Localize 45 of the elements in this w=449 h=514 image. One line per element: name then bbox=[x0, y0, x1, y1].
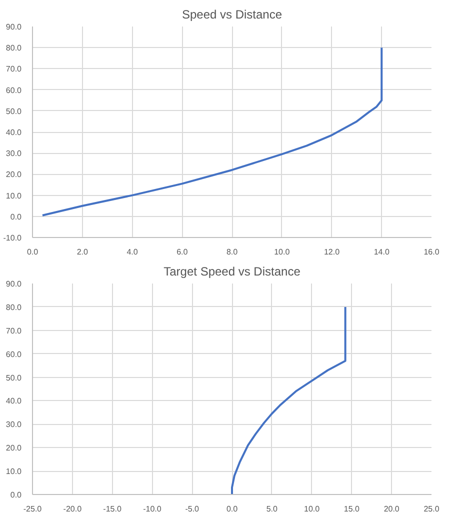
y-tick-label: 90.0 bbox=[6, 280, 22, 288]
chart-title: Speed vs Distance bbox=[182, 8, 282, 22]
x-tick-label: -20.0 bbox=[63, 504, 82, 514]
line-series bbox=[231, 306, 346, 494]
x-tick-label: 4.0 bbox=[126, 248, 138, 256]
x-tick-label: 16.0 bbox=[424, 248, 440, 256]
x-tick-label: 0.0 bbox=[226, 504, 238, 514]
y-tick-label: 60.0 bbox=[6, 350, 22, 359]
x-tick-label: 12.0 bbox=[324, 248, 340, 256]
y-tick-label: 90.0 bbox=[6, 22, 22, 32]
y-tick-label: 30.0 bbox=[6, 420, 22, 430]
x-tick-label: -25.0 bbox=[23, 504, 42, 514]
y-tick-label: 50.0 bbox=[6, 373, 22, 382]
y-tick-label: 70.0 bbox=[6, 64, 22, 74]
y-tick-label: 20.0 bbox=[6, 170, 22, 180]
y-tick-label: 20.0 bbox=[6, 444, 22, 453]
x-tick-label: 20.0 bbox=[384, 504, 400, 514]
y-tick-label: 60.0 bbox=[6, 86, 22, 95]
x-tick-label: 6.0 bbox=[176, 248, 188, 256]
y-tick-label: 0.0 bbox=[10, 212, 22, 222]
y-tick-label: -10.0 bbox=[3, 234, 22, 242]
x-tick-label: 10.0 bbox=[304, 504, 320, 514]
y-tick-label: 10.0 bbox=[6, 467, 22, 476]
y-tick-label: 0.0 bbox=[10, 490, 22, 500]
y-tick-label: 80.0 bbox=[6, 44, 22, 53]
y-tick-label: 30.0 bbox=[6, 149, 22, 158]
x-tick-label: 14.0 bbox=[374, 248, 390, 256]
x-tick-label: 10.0 bbox=[274, 248, 290, 256]
x-tick-label: -15.0 bbox=[103, 504, 122, 514]
x-tick-label: 5.0 bbox=[266, 504, 278, 514]
x-tick-label: 15.0 bbox=[344, 504, 360, 514]
x-tick-label: 25.0 bbox=[424, 504, 440, 514]
y-tick-label: 40.0 bbox=[6, 396, 22, 406]
y-tick-label: 10.0 bbox=[6, 191, 22, 200]
x-tick-label: 8.0 bbox=[226, 248, 238, 256]
x-tick-label: 0.0 bbox=[26, 248, 39, 256]
y-tick-label: 40.0 bbox=[6, 128, 22, 137]
line-series bbox=[41, 46, 383, 216]
y-tick-label: 70.0 bbox=[6, 326, 22, 336]
x-tick-label: -5.0 bbox=[185, 504, 200, 514]
y-tick-label: 50.0 bbox=[6, 106, 22, 116]
chart-title: Target Speed vs Distance bbox=[164, 264, 301, 278]
x-tick-label: -10.0 bbox=[143, 504, 162, 514]
y-tick-label: 80.0 bbox=[6, 302, 22, 312]
x-tick-label: 2.0 bbox=[76, 248, 88, 256]
